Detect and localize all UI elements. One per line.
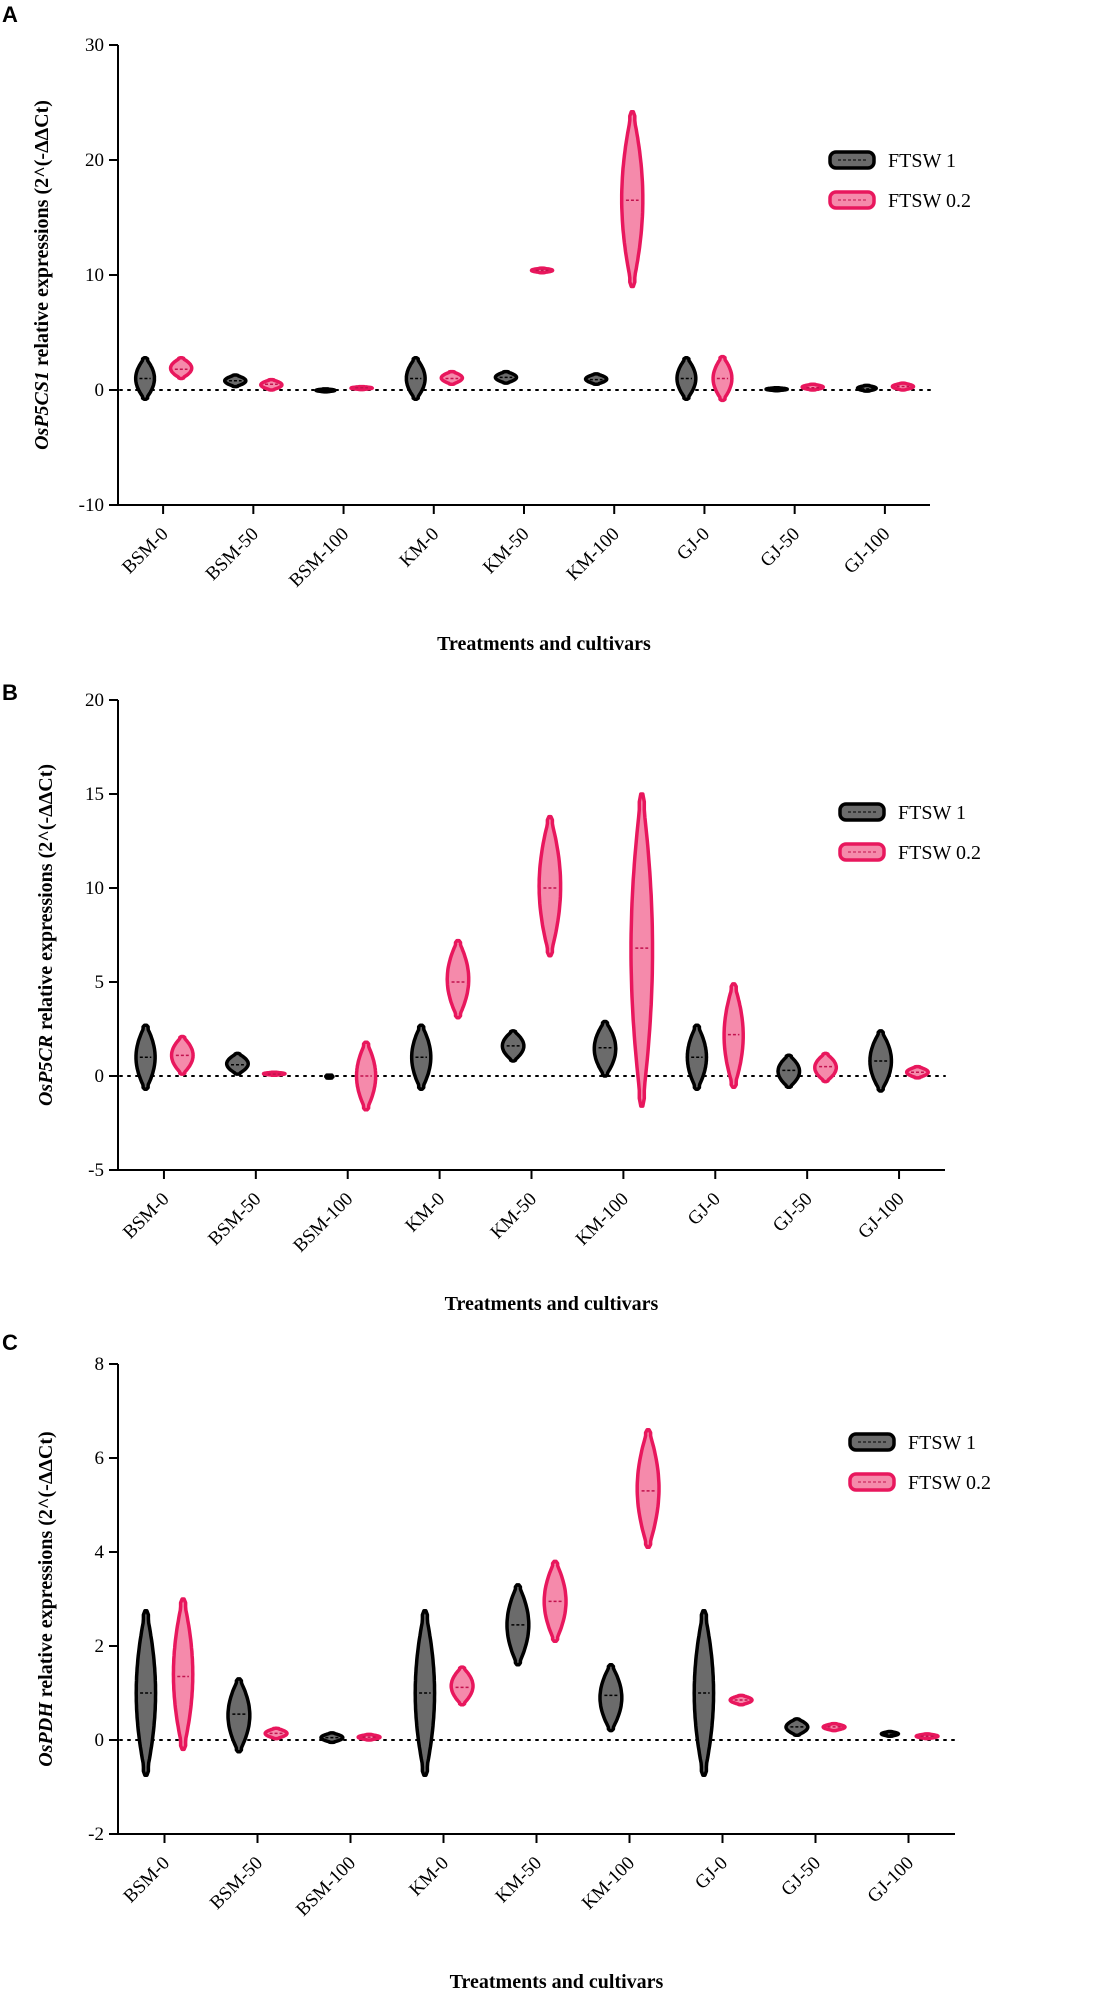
p2-x-axis-title: Treatments and cultivars — [445, 1293, 659, 1315]
p3-y-tick-label: 4 — [95, 1542, 105, 1563]
p2-category-label: BSM-50 — [204, 1189, 265, 1250]
p1-legend-swatch-ftsw02 — [828, 190, 876, 210]
p3-category-label: BSM-0 — [120, 1853, 174, 1907]
p3-y-tick-label: 2 — [95, 1636, 105, 1657]
p2-y-tick-label: 10 — [85, 878, 104, 899]
p3-y-tick-label: 0 — [95, 1730, 105, 1751]
panel-letter-b: B — [2, 680, 18, 705]
p2-y-axis-gene: OsP5CR — [35, 1035, 57, 1106]
p1-legend-swatch-ftsw1 — [828, 150, 876, 170]
p2-y-tick-label: 20 — [85, 690, 104, 711]
p3-category-label: KM-50 — [492, 1853, 546, 1907]
p1-category-label: GJ-100 — [840, 524, 894, 578]
p2-violin-ftsw02 — [722, 982, 745, 1090]
p1-y-tick-label: 10 — [85, 265, 104, 286]
p3-y-axis-gene: OsPDH — [35, 1701, 57, 1767]
p1-category-label: GJ-50 — [757, 524, 805, 572]
p1-violin-ftsw02 — [619, 109, 645, 289]
p3-violin-ftsw02 — [171, 1597, 195, 1752]
p2-category-label: KM-100 — [572, 1189, 633, 1250]
p1-category-label: KM-100 — [563, 524, 624, 585]
p3-legend-label-ftsw02: FTSW 0.2 — [908, 1472, 991, 1494]
chart-panel-c: C 8 6 4 2 0 -2 BSM-0 BSM-50 BSM-100 KM-0 KM-50 KM-1… — [2, 1330, 991, 1993]
p1-category-label: GJ-0 — [673, 524, 714, 565]
p2-category-label: GJ-0 — [684, 1189, 725, 1230]
p3-category-label: KM-100 — [578, 1853, 639, 1914]
p3-category-label: BSM-100 — [292, 1853, 360, 1921]
p1-y-tick-label: 30 — [85, 35, 104, 56]
p3-y-tick-label: -2 — [88, 1824, 104, 1845]
p3-violin-ftsw02 — [635, 1428, 661, 1550]
p2-y-tick-label: -5 — [88, 1160, 104, 1181]
p2-violin-ftsw02 — [537, 814, 563, 958]
p3-category-label: GJ-100 — [864, 1853, 918, 1907]
p3-y-axis-title: OsPDH relative expressions (2^(-ΔΔCt) — [35, 1431, 57, 1766]
p2-category-label: KM-50 — [487, 1189, 541, 1243]
p2-legend-swatch-ftsw1 — [838, 802, 886, 822]
p2-category-label: BSM-100 — [289, 1189, 357, 1257]
panel-letter-a: A — [2, 2, 18, 27]
p1-y-tick-label: 20 — [85, 150, 104, 171]
p2-category-label: KM-0 — [401, 1189, 449, 1237]
p2-violin-ftsw1 — [224, 1051, 250, 1076]
p1-legend-label-ftsw1: FTSW 1 — [888, 150, 956, 172]
p3-y-axis-rest: relative expressions (2^(-ΔΔCt) — [35, 1431, 57, 1702]
p1-x-axis-title: Treatments and cultivars — [437, 633, 651, 655]
p3-legend-swatch-ftsw1 — [848, 1432, 896, 1452]
p3-violin-ftsw02 — [449, 1665, 475, 1707]
p1-y-tick-label: -10 — [79, 495, 104, 516]
p3-legend-swatch-ftsw02 — [848, 1472, 896, 1492]
p2-violin-ftsw1 — [776, 1053, 802, 1090]
p1-category-label: KM-50 — [479, 524, 533, 578]
chart-panel-b: B 20 15 10 5 0 -5 BSM-0 BSM-50 BSM-100 KM-0 KM-50 K… — [2, 680, 981, 1315]
p1-category-label: BSM-0 — [118, 524, 172, 578]
p3-category-label: KM-0 — [405, 1853, 453, 1901]
p2-y-tick-label: 15 — [85, 784, 104, 805]
p1-legend-label-ftsw02: FTSW 0.2 — [888, 190, 971, 212]
p2-violin-ftsw1 — [592, 1019, 618, 1078]
p1-violin-ftsw02 — [168, 356, 194, 381]
p1-category-label: KM-0 — [396, 524, 444, 572]
p2-violin-ftsw02 — [813, 1051, 839, 1084]
p1-category-label: BSM-100 — [285, 524, 353, 592]
p1-category-label: BSM-50 — [202, 524, 263, 585]
p2-legend-label-ftsw1: FTSW 1 — [898, 802, 966, 824]
p3-violin-ftsw1 — [226, 1677, 252, 1754]
p2-y-tick-label: 5 — [95, 972, 105, 993]
p1-y-axis-title: OsP5CS1 relative expressions (2^(-ΔΔCt) — [31, 100, 53, 450]
p1-y-tick-label: 0 — [95, 380, 105, 401]
p2-category-label: GJ-100 — [854, 1189, 908, 1243]
p3-category-label: BSM-50 — [206, 1853, 267, 1914]
p2-violin-ftsw02 — [629, 792, 655, 1108]
p2-y-axis-rest: relative expressions (2^(-ΔΔCt) — [35, 764, 57, 1035]
p2-y-tick-label: 0 — [95, 1066, 105, 1087]
p3-violin-ftsw1 — [598, 1663, 624, 1733]
p3-category-label: GJ-50 — [777, 1853, 825, 1901]
p1-y-axis-rest: relative expressions (2^(-ΔΔCt) — [31, 100, 53, 371]
chart-panel-a: A 30 20 10 0 -10 BSM-0 BSM-50 BSM-100 KM-0 KM-50 K… — [2, 2, 971, 655]
p3-legend-label-ftsw1: FTSW 1 — [908, 1432, 976, 1454]
p3-y-tick-label: 6 — [95, 1448, 105, 1469]
p2-violin-ftsw02 — [445, 938, 471, 1020]
p2-legend-swatch-ftsw02 — [838, 842, 886, 862]
p2-category-label: BSM-0 — [119, 1189, 173, 1243]
panel-letter-c: C — [2, 1330, 18, 1355]
p3-y-tick-label: 8 — [95, 1354, 105, 1375]
p3-x-axis-title: Treatments and cultivars — [450, 1971, 664, 1993]
p2-legend-label-ftsw02: FTSW 0.2 — [898, 842, 981, 864]
p2-category-label: GJ-50 — [769, 1189, 817, 1237]
p1-y-axis-gene: OsP5CS1 — [31, 371, 53, 450]
p2-y-axis-title: OsP5CR relative expressions (2^(-ΔΔCt) — [35, 764, 57, 1106]
p3-category-label: GJ-0 — [691, 1853, 732, 1894]
